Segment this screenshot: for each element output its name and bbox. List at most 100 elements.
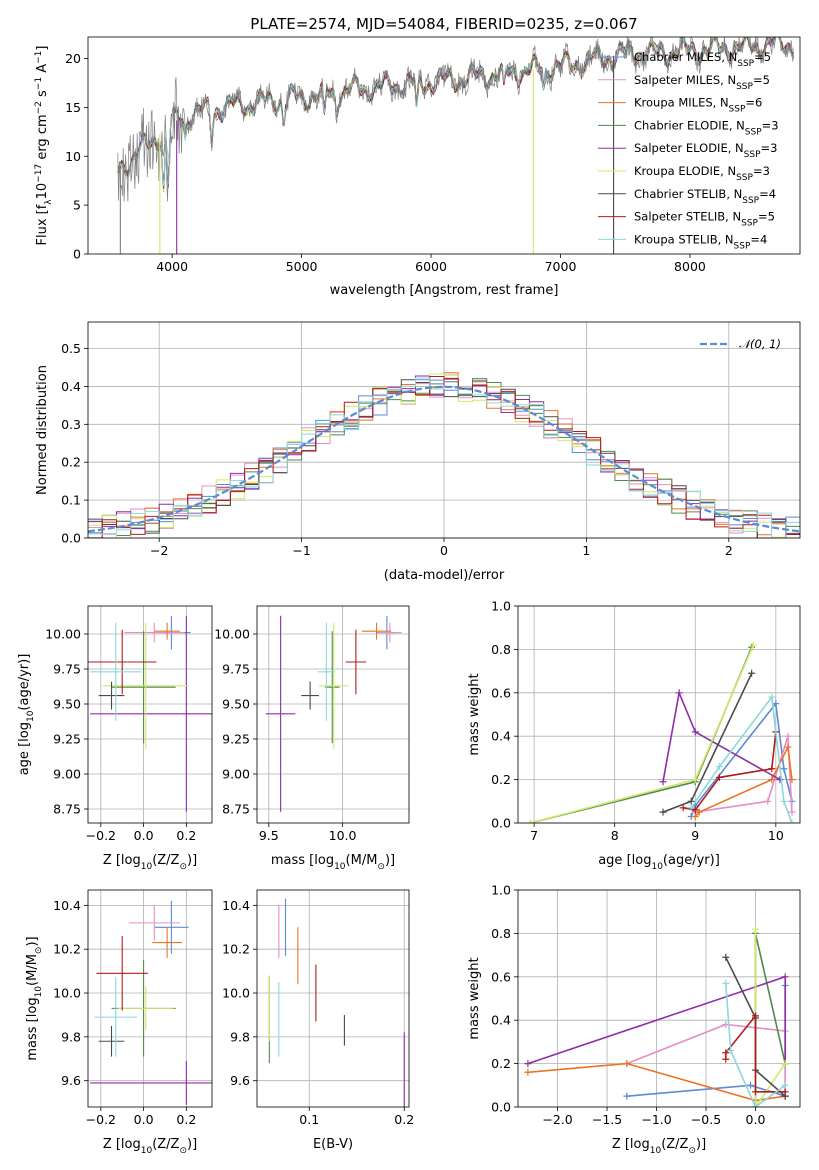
data-point — [780, 797, 788, 805]
errorbar-kroupa-elodie — [117, 986, 174, 1031]
errorbar-chabrier-elodie — [324, 631, 340, 744]
y-tick-label: 0.4 — [61, 379, 81, 394]
errorbar-chabrier-miles — [154, 900, 189, 954]
data-point — [781, 1081, 789, 1089]
axes-frame — [87, 889, 213, 1108]
errorbar-salpeter-miles — [128, 905, 180, 941]
x-tick-label: 10 — [768, 828, 784, 843]
y-tick-label: 9.75 — [53, 662, 81, 677]
data-point — [772, 700, 780, 708]
panel-residuals: −2 −1 0 1 2 0.0 0.1 0.2 0.3 0.4 0.5 (data-model)/er… — [35, 321, 801, 583]
data-point — [751, 1012, 759, 1020]
series-line — [725, 983, 786, 1107]
x-tick-label: 0.2 — [176, 1112, 196, 1127]
errorbar-kroupa-stelib — [317, 622, 336, 721]
y-tick-label: 0.5 — [61, 341, 81, 356]
legend-entry: 𝒩(0, 1) — [739, 337, 781, 351]
y-tick-label: 10.2 — [222, 942, 250, 957]
legend-entry: Kroupa MILES, NSSP=6 — [634, 96, 762, 115]
y-tick-label: 0.1 — [61, 493, 81, 508]
y-tick-label: 9.00 — [53, 767, 81, 782]
x-tick-label: 0.0 — [746, 1112, 766, 1127]
data-point — [781, 1060, 789, 1068]
y-tick-label: 0.8 — [491, 642, 511, 657]
errorbar-salpeter-stelib — [88, 629, 157, 695]
legend-entry: Chabrier STELIB, NSSP=4 — [634, 187, 776, 206]
y-axis-label: age [log10(age/yr)] — [17, 654, 36, 776]
data-point — [780, 765, 788, 773]
spectrum-model-kroupa-stelib — [117, 37, 794, 187]
series-kroupa-stelib — [722, 979, 789, 1107]
axes-frame — [517, 889, 801, 1108]
data-point — [749, 641, 757, 649]
series-line — [754, 929, 786, 1107]
data-point — [764, 797, 772, 805]
panel-mass-weight-vs-Z: −2.0 −1.5 −1.0 −0.5 0.0 0.0 0.2 0.4 0.6 0.8 1.0 Z [… — [467, 883, 801, 1156]
plot-area — [90, 900, 212, 1105]
y-tick-label: 1.0 — [491, 883, 511, 898]
data-point — [659, 778, 667, 786]
axes-frame — [256, 605, 410, 824]
y-tick-label: 9.25 — [222, 732, 250, 747]
series-line — [662, 689, 781, 782]
y-tick-label: 0.6 — [491, 969, 511, 984]
y-tick-label: 0.4 — [491, 1013, 511, 1028]
y-axis-label: mass [log10(M/M⊙)] — [25, 936, 44, 1060]
data-point — [687, 804, 695, 812]
data-point — [722, 1055, 730, 1063]
errorbar-chabrier-elodie — [111, 631, 176, 744]
errorbar-salpeter-stelib — [96, 936, 148, 1011]
data-point — [526, 819, 534, 823]
errorbar-kroupa-miles — [361, 622, 392, 640]
data-point — [768, 776, 776, 784]
y-tick-label: 9.50 — [222, 697, 250, 712]
data-point — [715, 763, 723, 771]
data-point — [691, 812, 699, 820]
y-tick-label: 0.8 — [491, 926, 511, 941]
x-axis-label: (data-model)/error — [384, 568, 505, 583]
x-tick-label: 1 — [582, 543, 590, 558]
axes-frame — [87, 605, 213, 824]
y-tick-label: 0.6 — [491, 685, 511, 700]
y-tick-label: 10 — [65, 149, 81, 164]
errorbar-salpeter-elodie — [90, 615, 212, 812]
axes-frame — [256, 889, 410, 1108]
x-tick-label: 0.0 — [134, 1112, 154, 1127]
spectrum-legend: Chabrier MILES, NSSP=5 Salpeter MILES, NS… — [598, 50, 779, 251]
data-point — [776, 776, 784, 784]
plot-area — [268, 898, 405, 1107]
series-kroupa-miles — [691, 743, 796, 820]
series-line — [527, 1062, 786, 1102]
y-tick-label: 9.25 — [53, 732, 81, 747]
series-salpeter-elodie — [659, 689, 784, 786]
plot-area — [265, 615, 402, 812]
x-tick-label: 8 — [611, 828, 619, 843]
panel-age-vs-mass: 9.5 10.0 8.75 9.00 9.25 9.50 9.75 10.00 mass [lo… — [214, 605, 410, 872]
data-point — [727, 1047, 735, 1055]
x-axis-label: Z [log10(Z/Z⊙)] — [103, 853, 197, 872]
errorbar-salpeter-miles — [124, 622, 185, 643]
data-point — [784, 732, 792, 740]
data-point — [751, 1088, 759, 1096]
x-tick-label: 0.1 — [299, 1112, 319, 1127]
y-tick-label: 5 — [73, 198, 81, 213]
y-tick-label: 10.00 — [45, 627, 81, 642]
data-point — [524, 1068, 532, 1076]
series-line — [529, 644, 755, 823]
panel-spectrum: 4000 5000 6000 7000 8000 0 5 10 15 20 PLATE=2574, … — [34, 15, 801, 298]
x-tick-label: 5000 — [286, 259, 318, 274]
data-point — [691, 728, 699, 736]
y-tick-label: 0 — [73, 247, 81, 262]
data-point — [768, 693, 776, 701]
spectrum-data — [117, 37, 794, 202]
x-tick-label: 9 — [691, 828, 699, 843]
data-point — [768, 765, 776, 773]
legend-entry: Salpeter ELODIE, NSSP=3 — [634, 141, 777, 160]
data-point — [675, 689, 683, 697]
data-point — [679, 804, 687, 812]
y-axis-label: mass weight — [467, 673, 482, 755]
errorbar-kroupa-stelib — [94, 977, 138, 1057]
panel-mass-vs-EBV: 0.1 0.2 9.6 9.8 10.0 10.2 10.4 E(B-V) — [222, 889, 414, 1152]
histogram-salpeter-stelib — [88, 376, 800, 538]
x-tick-label: −0.2 — [86, 1112, 116, 1127]
